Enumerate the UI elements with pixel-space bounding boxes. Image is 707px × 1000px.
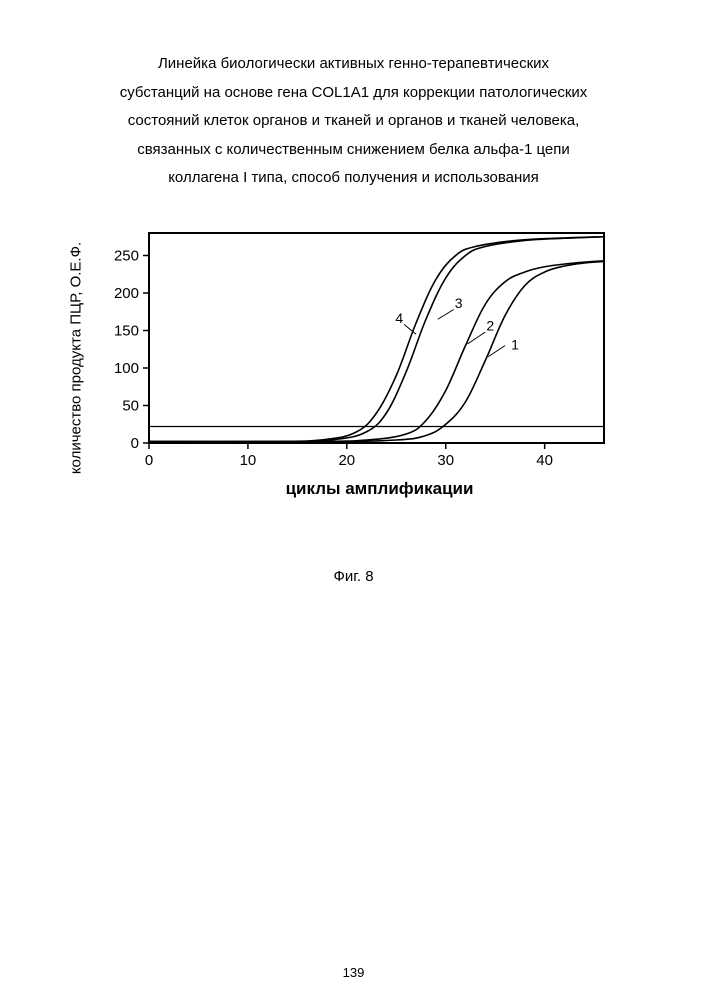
x-axis-label: циклы амплификации [286, 479, 474, 499]
svg-text:250: 250 [113, 247, 138, 264]
title-line: субстанций на основе гена COL1A1 для кор… [60, 79, 647, 108]
y-axis-label: количество продукта ПЦР, О.Е.Ф. [67, 241, 84, 473]
pcr-amplification-chart: количество продукта ПЦР, О.Е.Ф. 05010015… [94, 223, 614, 493]
svg-text:150: 150 [113, 322, 138, 339]
page-container: Линейка биологически активных генно-тера… [0, 0, 707, 1000]
svg-text:0: 0 [130, 435, 138, 452]
svg-text:200: 200 [113, 285, 138, 302]
title-line: связанных с количественным снижением бел… [60, 136, 647, 165]
svg-text:50: 50 [122, 397, 139, 414]
title-line: коллагена I типа, способ получения и исп… [60, 164, 647, 193]
svg-text:40: 40 [536, 452, 553, 469]
chart-svg: 0 50 100 150 200 250 0 10 20 30 40 1 2 3 4 [94, 223, 614, 473]
page-number: 139 [343, 965, 365, 980]
svg-text:3: 3 [454, 295, 462, 311]
title-line: состояний клеток органов и тканей и орга… [60, 107, 647, 136]
svg-text:100: 100 [113, 360, 138, 377]
svg-text:0: 0 [144, 452, 152, 469]
svg-text:4: 4 [395, 310, 403, 326]
document-title: Линейка биологически активных генно-тера… [60, 50, 647, 193]
figure-caption: Фиг. 8 [60, 568, 647, 585]
svg-text:2: 2 [486, 317, 494, 333]
svg-text:10: 10 [239, 452, 256, 469]
title-line: Линейка биологически активных генно-тера… [60, 50, 647, 79]
svg-text:30: 30 [437, 452, 454, 469]
svg-text:20: 20 [338, 452, 355, 469]
svg-text:1: 1 [511, 336, 519, 352]
